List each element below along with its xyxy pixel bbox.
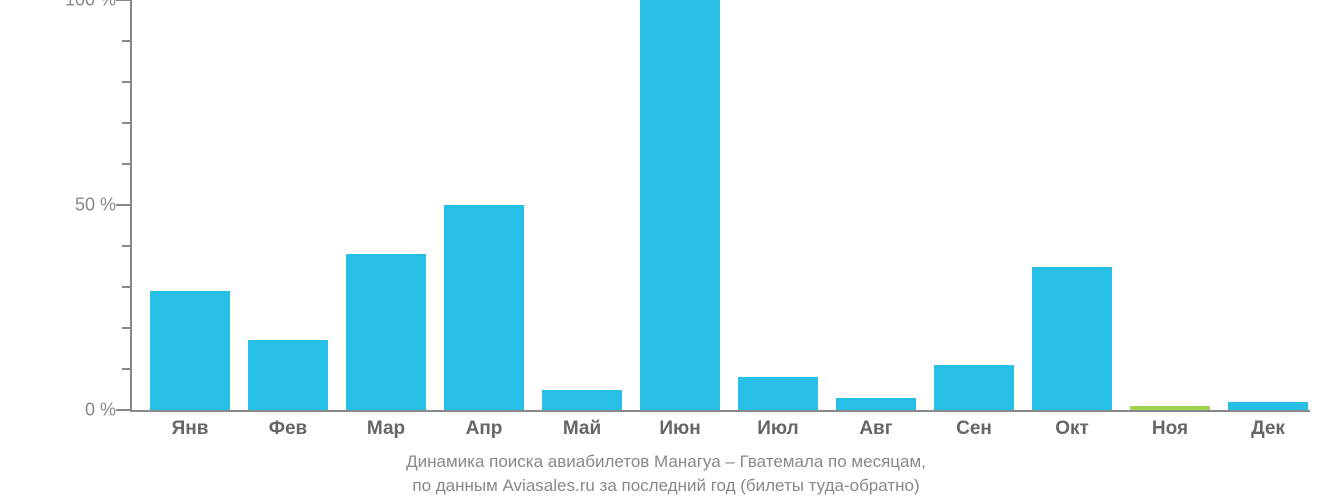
bar <box>1228 402 1308 410</box>
x-tick-label: Янв <box>172 418 209 440</box>
y-tick-label: 100 % <box>16 0 116 11</box>
x-tick-label: Мар <box>367 418 405 440</box>
x-tick-label: Июн <box>659 418 700 440</box>
y-tick-minor <box>122 163 130 165</box>
caption-line-2: по данным Aviasales.ru за последний год … <box>0 476 1332 496</box>
y-tick-minor <box>122 327 130 329</box>
chart-container: 0 % 50 % 100 % Янв Фев Мар Апр Май Июн Июл Авг Сен… <box>0 0 1332 502</box>
y-tick-minor <box>122 286 130 288</box>
bar <box>836 398 916 410</box>
y-tick-major <box>116 204 130 206</box>
y-tick-minor <box>122 368 130 370</box>
bar <box>934 365 1014 410</box>
x-tick-label: Окт <box>1055 418 1089 440</box>
caption-line-1: Динамика поиска авиабилетов Манагуа – Гв… <box>0 452 1332 472</box>
y-tick-minor <box>122 81 130 83</box>
bar <box>738 377 818 410</box>
bar <box>346 254 426 410</box>
x-axis <box>130 410 1310 412</box>
bar <box>640 0 720 410</box>
y-tick-minor <box>122 122 130 124</box>
bar <box>1032 267 1112 411</box>
x-tick-label: Дек <box>1251 418 1285 440</box>
bar <box>248 340 328 410</box>
bar <box>1130 406 1210 410</box>
x-tick-label: Июл <box>757 418 798 440</box>
x-tick-label: Сен <box>956 418 992 440</box>
y-tick-major <box>116 0 130 1</box>
bars <box>130 0 1310 410</box>
y-tick-major <box>116 409 130 411</box>
x-labels: Янв Фев Мар Апр Май Июн Июл Авг Сен Окт Ноя Дек <box>130 418 1310 448</box>
x-tick-label: Авг <box>859 418 892 440</box>
x-tick-label: Май <box>563 418 601 440</box>
bar <box>542 390 622 411</box>
bar <box>444 205 524 410</box>
y-tick-label: 0 % <box>16 400 116 421</box>
x-tick-label: Апр <box>466 418 503 440</box>
x-tick-label: Фев <box>269 418 307 440</box>
x-tick-label: Ноя <box>1152 418 1188 440</box>
y-tick-minor <box>122 245 130 247</box>
y-tick-label: 50 % <box>16 195 116 216</box>
y-tick-minor <box>122 40 130 42</box>
bar <box>150 291 230 410</box>
